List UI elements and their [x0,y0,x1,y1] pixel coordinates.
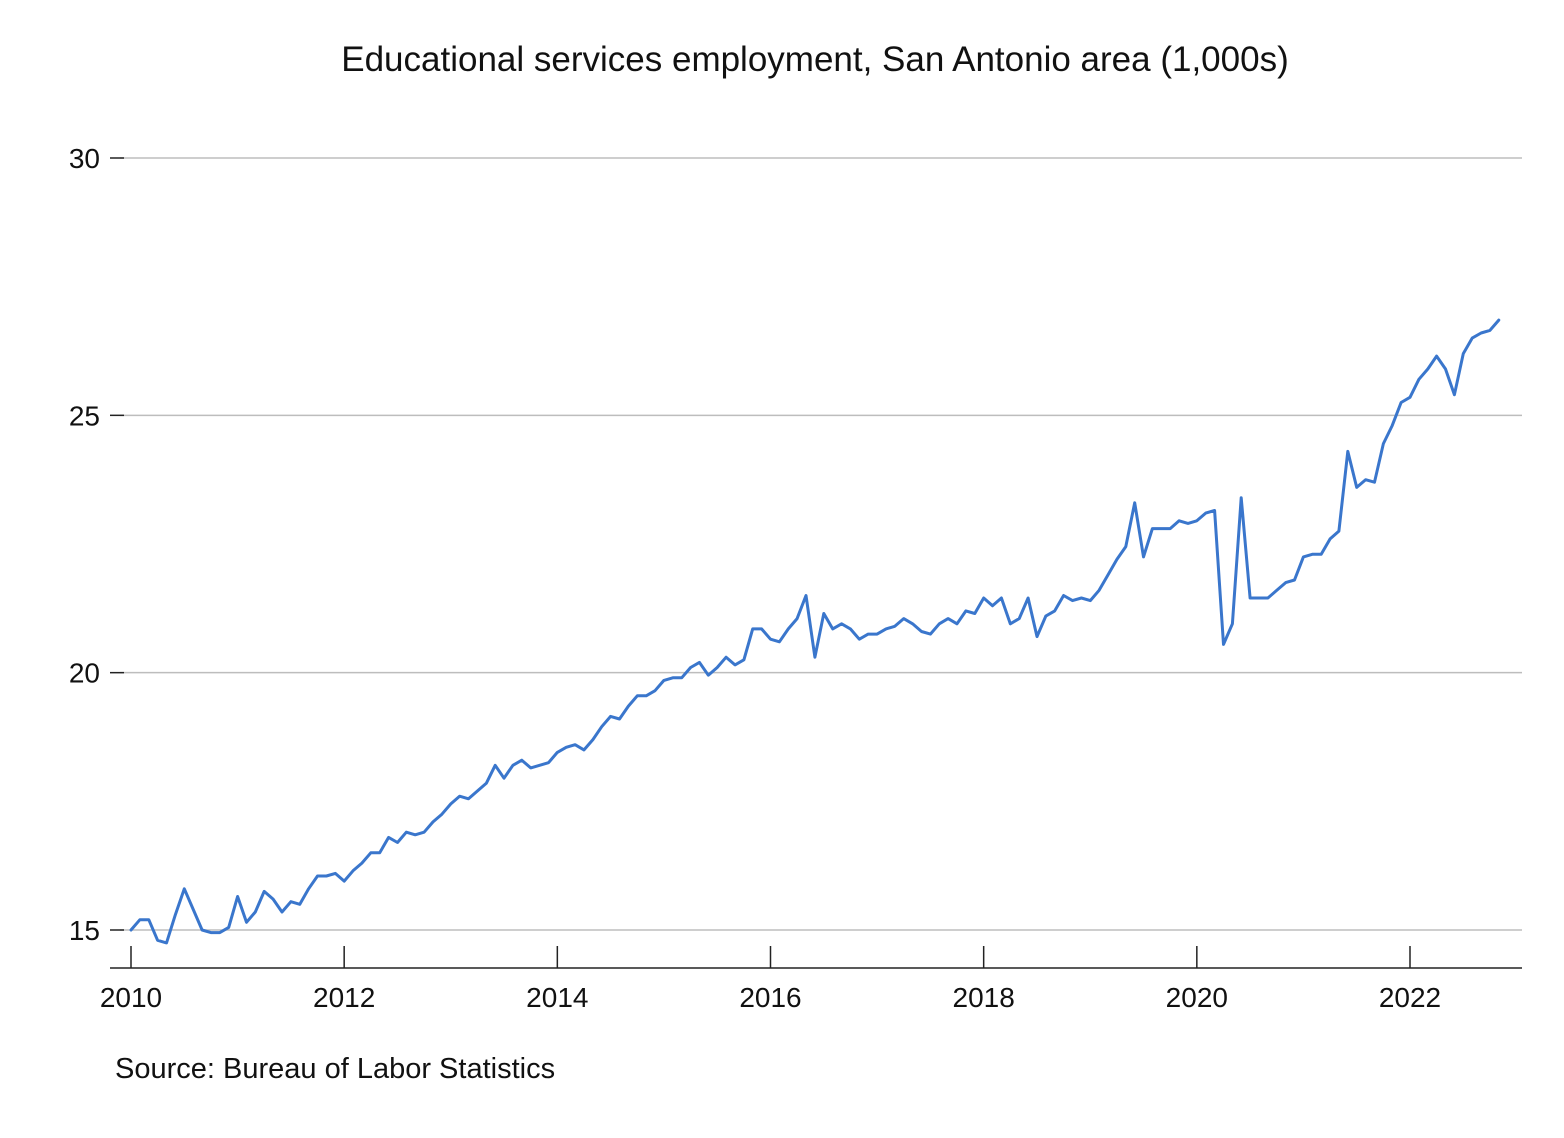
chart-title: Educational services employment, San Ant… [341,40,1289,79]
xtick-label-2010: 2010 [100,982,162,1013]
xtick-label-2022: 2022 [1379,982,1441,1013]
ytick-label-25: 25 [69,400,100,431]
ytick-label-15: 15 [69,915,100,946]
source-note: Source: Bureau of Labor Statistics [115,1053,556,1085]
series-layer [129,318,1501,945]
ytick-label-20: 20 [69,658,100,689]
series-line-employment [129,318,1501,945]
xtick-label-2014: 2014 [526,982,588,1013]
ytick-label-30: 30 [69,143,100,174]
gridlines [120,157,1522,931]
xtick-label-2012: 2012 [313,982,375,1013]
xtick-label-2020: 2020 [1166,982,1228,1013]
xtick-label-2018: 2018 [953,982,1015,1013]
xtick-label-2016: 2016 [739,982,801,1013]
axes: 15 20 25 30 2010 2012 2014 2016 2018 2020 2022 [69,143,1522,1013]
